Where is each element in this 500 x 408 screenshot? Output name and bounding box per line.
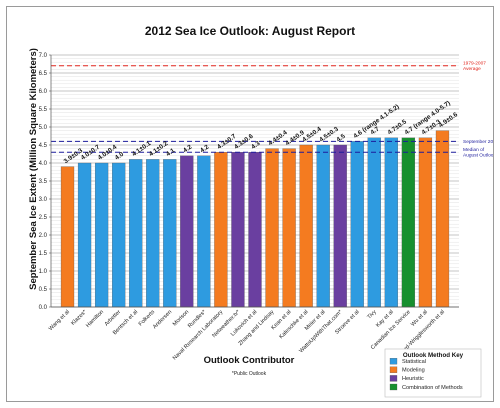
data-label: 4.5 — [335, 133, 347, 144]
bar-kaleschke-et-al — [299, 144, 313, 308]
legend: Outlook Method Key Statistical Modeling He… — [384, 348, 482, 398]
x-tick-label: Wang et al — [48, 309, 71, 332]
bar-wu-et-al — [418, 137, 433, 308]
y-tick-label: 2.0 — [39, 233, 48, 239]
y-tick-label: 6.0 — [39, 89, 48, 95]
ref-label-1979-2007-average: 1979-2007 Average — [463, 61, 486, 73]
bar-netweather-tv — [231, 152, 245, 308]
legend-box — [384, 348, 482, 398]
bar-wang-et-al — [60, 166, 75, 308]
chart-canvas: 2012 Sea Ice Outlook: August Report Sept… — [28, 24, 493, 398]
legend-label-statistical: Statistical — [402, 359, 426, 365]
x-tick-label: Tivy — [366, 309, 377, 320]
data-label: 4.0 — [114, 151, 126, 162]
bar-blanchard-wrigglesworth-et-al — [435, 130, 450, 308]
y-tick-label: 3.0 — [39, 197, 48, 203]
public-outlook-footnote: *Public Outlook — [232, 371, 267, 377]
bar-zhang-and-lindsay — [265, 148, 279, 308]
legend-swatch-heuristic — [389, 375, 398, 382]
y-axis-title: September Sea Ice Extent (Million Square… — [28, 48, 39, 290]
y-tick-label: 1.5 — [39, 251, 48, 257]
bar-wattsupwiththat-com — [333, 144, 347, 308]
y-tick-label: 4.0 — [39, 161, 48, 167]
chart-title: 2012 Sea Ice Outlook: August Report — [145, 24, 355, 38]
bars — [60, 130, 450, 308]
bar-canadian-ice-service — [401, 137, 416, 308]
x-tick-label: Andersen — [152, 309, 173, 330]
bar-folkerts — [146, 159, 160, 308]
legend-title: Outlook Method Key — [403, 352, 464, 359]
y-tick-label: 6.5 — [39, 71, 48, 77]
y-tick-label: 7.0 — [39, 53, 48, 59]
bar-kean-et-al — [282, 148, 296, 308]
bar-bentsch-et-al — [129, 159, 143, 308]
y-tick-label: 1.0 — [39, 269, 48, 275]
data-label: 4.7 — [369, 125, 381, 136]
bar-hamilton — [94, 162, 109, 308]
x-tick-label: Hamilton — [85, 309, 105, 329]
y-tick-label: 5.0 — [39, 125, 48, 131]
ref-label-september-2011: September 2011 — [463, 139, 493, 145]
bar-tivy — [367, 137, 381, 308]
y-tick-label: 2.5 — [39, 215, 48, 221]
y-tick-label: 3.5 — [39, 179, 48, 185]
data-label: 4.2 — [182, 143, 194, 154]
legend-label-heuristic: Heuristic — [402, 376, 424, 382]
bar-kay-et-al — [384, 137, 398, 308]
data-label: 4.3 — [250, 140, 262, 151]
bar-arbetter — [112, 162, 126, 308]
bar-meier-et-al — [316, 144, 330, 308]
data-label: 4.1 — [165, 147, 177, 158]
legend-swatch-modeling — [389, 366, 398, 373]
bar-andersen — [163, 159, 177, 308]
bar-stroeve-et-al — [350, 141, 364, 308]
y-tick-label: 0.0 — [39, 305, 48, 311]
bar-klazes — [77, 162, 92, 308]
bar-naval-research-laboratory — [214, 152, 228, 308]
x-axis-title: Outlook Contributor — [204, 355, 295, 366]
legend-swatch-statistical — [389, 358, 398, 365]
bar-rundles — [197, 155, 211, 308]
chart-frame: 2012 Sea Ice Outlook: August Report Sept… — [6, 6, 494, 402]
y-tick-label: 4.5 — [39, 143, 48, 149]
legend-label-modeling: Modeling — [402, 368, 425, 374]
data-label: 4.2 — [199, 143, 211, 154]
y-tick-label: 0.5 — [39, 287, 48, 293]
y-tick-label: 5.5 — [39, 107, 48, 113]
legend-swatch-combination-of-methods — [389, 383, 398, 391]
bar-morison — [180, 155, 194, 308]
legend-label-combination-of-methods: Combination of Methods — [402, 385, 463, 391]
bar-lukovich-et-al — [248, 152, 262, 308]
